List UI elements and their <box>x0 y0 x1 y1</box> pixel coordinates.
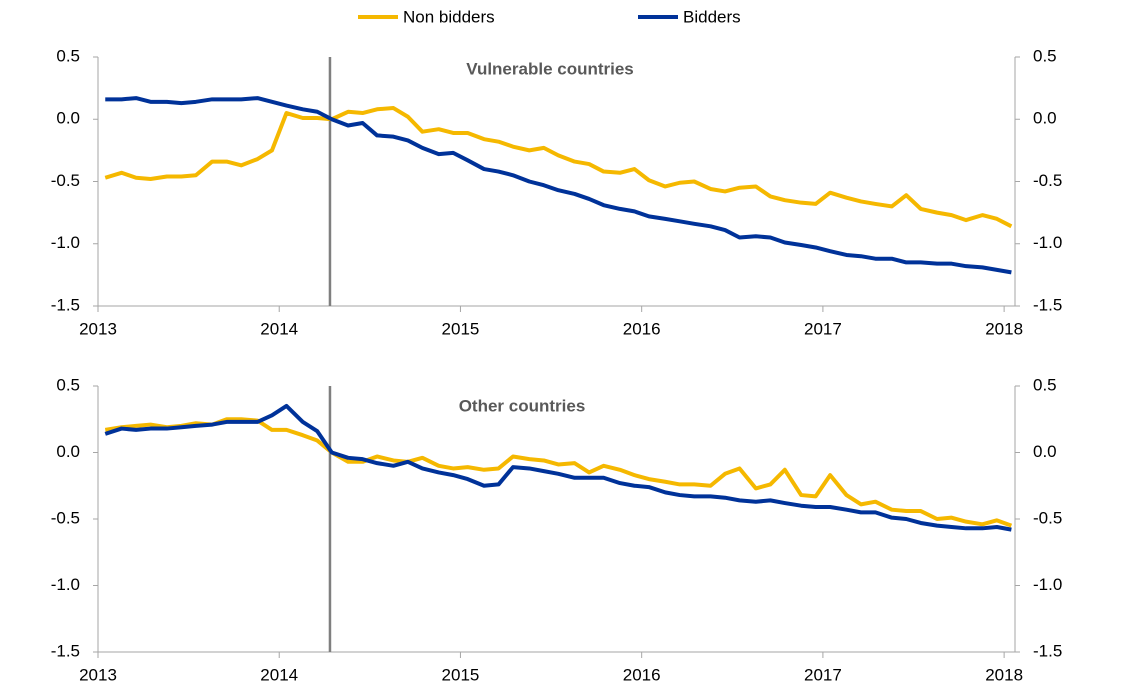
chart-title: Vulnerable countries <box>466 59 634 78</box>
y2-tick-label: -1.5 <box>1033 641 1062 660</box>
y-tick-label: -1.5 <box>51 295 80 314</box>
x-tick-label: 2016 <box>623 665 661 684</box>
x-tick-label: 2018 <box>985 319 1023 338</box>
y-tick-label: -1.0 <box>51 233 80 252</box>
y-tick-label: 0.5 <box>56 375 80 394</box>
x-tick-label: 2015 <box>442 319 480 338</box>
x-tick-label: 2015 <box>442 665 480 684</box>
x-tick-label: 2013 <box>79 319 117 338</box>
y2-tick-label: 0.5 <box>1033 375 1057 394</box>
chart-title: Other countries <box>459 396 586 415</box>
y2-tick-label: -1.0 <box>1033 575 1062 594</box>
x-tick-label: 2016 <box>623 319 661 338</box>
x-tick-label: 2018 <box>985 665 1023 684</box>
legend-label: Non bidders <box>403 7 495 26</box>
y2-tick-label: 0.0 <box>1033 109 1057 128</box>
x-tick-label: 2013 <box>79 665 117 684</box>
x-tick-label: 2014 <box>260 665 298 684</box>
y-tick-label: 0.0 <box>56 442 80 461</box>
y-tick-label: 0.0 <box>56 109 80 128</box>
y2-tick-label: 0.0 <box>1033 442 1057 461</box>
y2-tick-label: -0.5 <box>1033 508 1062 527</box>
y2-tick-label: 0.5 <box>1033 46 1057 65</box>
y2-tick-label: -0.5 <box>1033 171 1062 190</box>
y-tick-label: -0.5 <box>51 171 80 190</box>
x-tick-label: 2017 <box>804 319 842 338</box>
series-line <box>105 96 1012 275</box>
series-line <box>104 403 1012 532</box>
y-tick-label: -1.0 <box>51 575 80 594</box>
y2-tick-label: -1.0 <box>1033 233 1062 252</box>
y2-tick-label: -1.5 <box>1033 295 1062 314</box>
x-tick-label: 2014 <box>260 319 298 338</box>
x-tick-label: 2017 <box>804 665 842 684</box>
legend-label: Bidders <box>683 7 741 26</box>
series-line <box>104 106 1013 229</box>
y-tick-label: -1.5 <box>51 641 80 660</box>
y-tick-label: -0.5 <box>51 508 80 527</box>
y-tick-label: 0.5 <box>56 46 80 65</box>
